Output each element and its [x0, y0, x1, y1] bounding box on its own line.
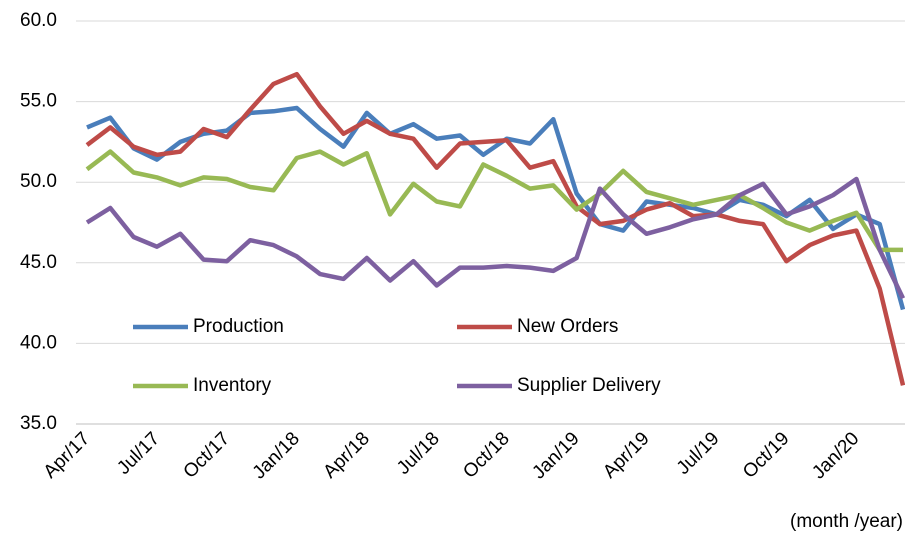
- x-tick-label: Jul/17: [113, 428, 164, 479]
- series-line: [85, 176, 905, 300]
- x-axis-label: (month /year): [790, 511, 903, 532]
- legend-label: Production: [193, 316, 284, 337]
- y-tick-label: 35.0: [20, 413, 57, 434]
- y-tick-label: 55.0: [20, 91, 57, 112]
- legend-label: Inventory: [193, 375, 272, 396]
- x-tick-label: Apr/19: [599, 428, 653, 482]
- x-tick-label: Apr/18: [319, 428, 373, 482]
- legend-label: New Orders: [517, 316, 618, 337]
- legend-label: Supplier Delivery: [517, 375, 661, 396]
- x-tick-label: Jan/18: [249, 428, 304, 483]
- x-tick-label: Apr/17: [40, 428, 94, 482]
- x-tick-label: Oct/17: [180, 428, 234, 482]
- series-line: [85, 149, 903, 253]
- x-tick-label: Jul/18: [393, 428, 444, 479]
- x-tick-label: Jan/19: [528, 428, 583, 483]
- x-tick-label: Oct/19: [739, 428, 793, 482]
- x-tick-label: Jul/19: [673, 428, 724, 479]
- y-tick-label: 60.0: [20, 10, 57, 31]
- y-tick-label: 50.0: [20, 171, 57, 192]
- series-line: [85, 71, 905, 386]
- x-tick-label: Jan/20: [808, 428, 863, 483]
- y-tick-label: 45.0: [20, 252, 57, 273]
- series-line: [86, 105, 905, 311]
- y-tick-label: 40.0: [20, 332, 57, 353]
- x-tick-label: Oct/18: [459, 428, 513, 482]
